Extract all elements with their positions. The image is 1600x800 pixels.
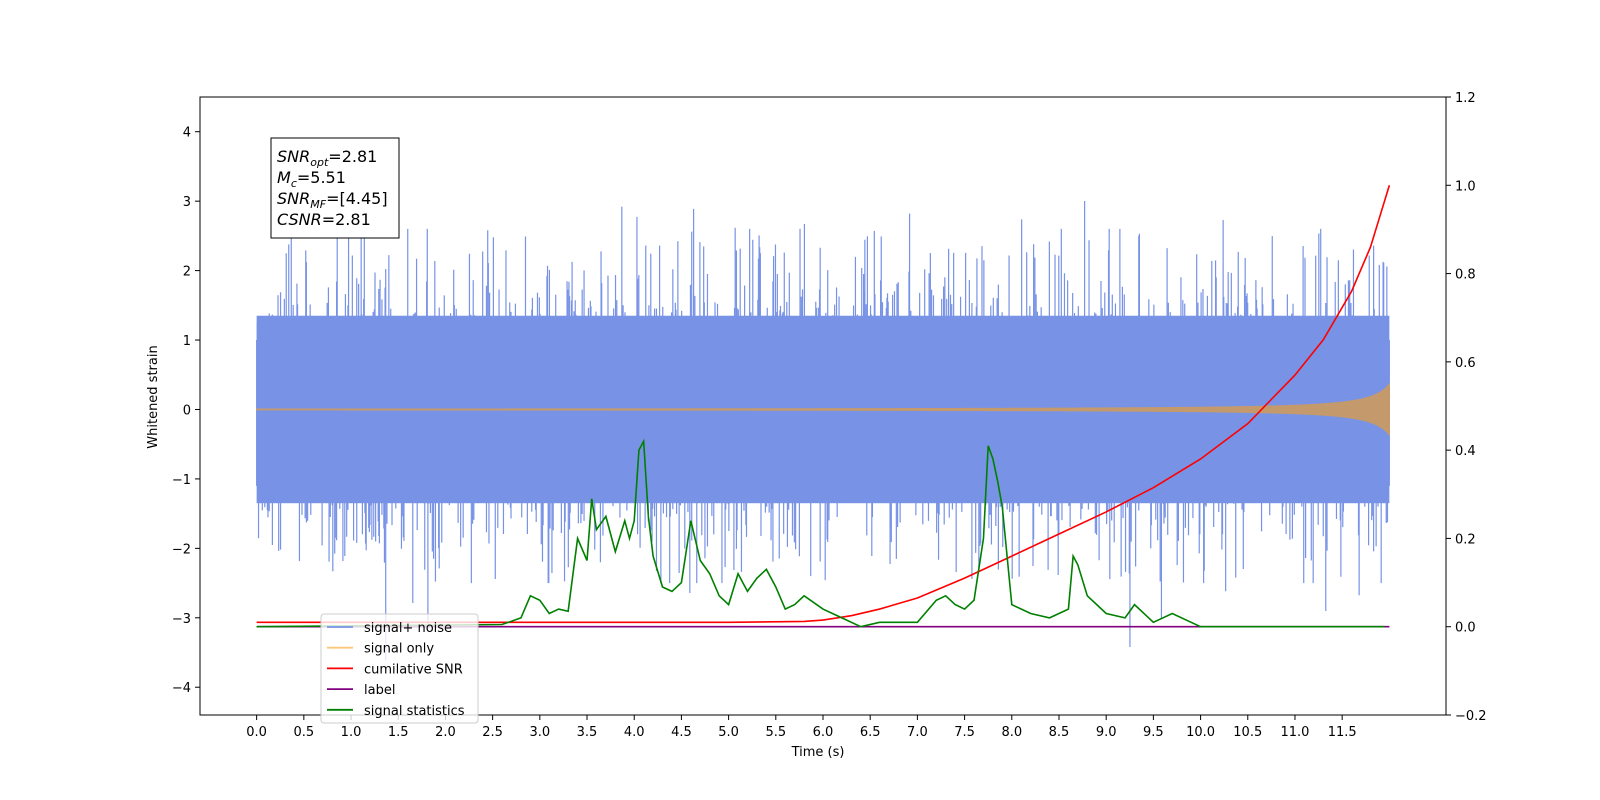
y-tick-label: −4: [172, 681, 191, 696]
legend-label: signal+ noise: [364, 621, 452, 636]
x-tick-label: 3.5: [577, 725, 598, 740]
y-tick-label: 3: [183, 195, 191, 210]
plot-area: [256, 185, 1391, 661]
x-tick-label: 2.0: [435, 725, 456, 740]
series-cumilative-snr: [256, 185, 1391, 624]
x-tick-label: 1.0: [341, 725, 362, 740]
y2-tick-label: 1.0: [1455, 179, 1476, 194]
y-tick-label: 0: [183, 403, 191, 418]
legend: signal+ noise signal only cumilative SNR la…: [320, 613, 479, 724]
annotation-frame: [270, 137, 400, 239]
annotation-line: SNRopt=2.81: [277, 147, 377, 169]
x-tick-label: 9.0: [1096, 725, 1117, 740]
x-tick-label: 10.5: [1233, 725, 1262, 740]
x-tick-label: 5.5: [765, 725, 786, 740]
x-tick-label: 11.5: [1328, 725, 1357, 740]
x-tick-label: 3.0: [529, 725, 550, 740]
legend-label: label: [364, 683, 395, 698]
y2-tick-label: 0.2: [1455, 532, 1476, 547]
y-axis-left: −4 −3 −2 −1 0 1 2 3 4: [172, 126, 200, 696]
y-tick-label: −2: [172, 542, 191, 557]
x-tick-label: 1.5: [388, 725, 409, 740]
x-tick-label: 8.0: [1001, 725, 1022, 740]
y-tick-label: −1: [172, 473, 191, 488]
legend-label: signal statistics: [364, 704, 465, 719]
y-tick-label: 1: [183, 334, 191, 349]
y2-tick-label: −0.2: [1455, 709, 1487, 724]
y-axis-label: Whitened strain: [146, 345, 161, 448]
series-signal-statistics: [256, 438, 1385, 628]
y2-tick-label: 0.6: [1455, 356, 1476, 371]
y-tick-label: 2: [183, 265, 191, 280]
x-axis-label: Time (s): [791, 745, 845, 760]
x-tick-label: 2.5: [482, 725, 503, 740]
x-axis: 0.0 0.5 1.0 1.5 2.0 2.5 3.0 3.5 4.0 4.5 5.0 5.5 6.0 6…: [246, 715, 1357, 740]
series-signal-noise: [256, 185, 1390, 661]
x-tick-label: 0.5: [293, 725, 314, 740]
legend-label: signal only: [364, 642, 434, 657]
annotation-line: SNRMF=[4.45]: [277, 189, 388, 211]
x-tick-label: 8.5: [1049, 725, 1070, 740]
x-tick-label: 7.0: [907, 725, 928, 740]
x-tick-label: 10.0: [1186, 725, 1215, 740]
annotation-line: Mc=5.51: [277, 168, 346, 190]
y-axis-right: −0.2 0.0 0.2 0.4 0.6 0.8 1.0 1.2: [1446, 91, 1487, 724]
signal-only-trace: [256, 382, 1390, 437]
y-tick-label: −3: [172, 612, 191, 627]
x-tick-label: 4.0: [624, 725, 645, 740]
x-tick-label: 7.5: [954, 725, 975, 740]
series-signal-only: [256, 382, 1390, 437]
x-tick-label: 5.0: [718, 725, 739, 740]
y2-tick-label: 0.8: [1455, 268, 1476, 283]
x-tick-label: 6.0: [813, 725, 834, 740]
x-tick-label: 4.5: [671, 725, 692, 740]
x-tick-label: 6.5: [860, 725, 881, 740]
y-tick-label: 4: [183, 126, 191, 141]
y2-tick-label: 0.4: [1455, 444, 1476, 459]
x-tick-label: 0.0: [246, 725, 267, 740]
x-tick-label: 9.5: [1143, 725, 1164, 740]
x-tick-label: 11.0: [1280, 725, 1309, 740]
y2-tick-label: 0.0: [1455, 621, 1476, 636]
y2-tick-label: 1.2: [1455, 91, 1476, 106]
legend-frame: [320, 613, 479, 724]
annotation-line: CSNR=2.81: [277, 210, 371, 229]
legend-label: cumilative SNR: [364, 662, 463, 677]
